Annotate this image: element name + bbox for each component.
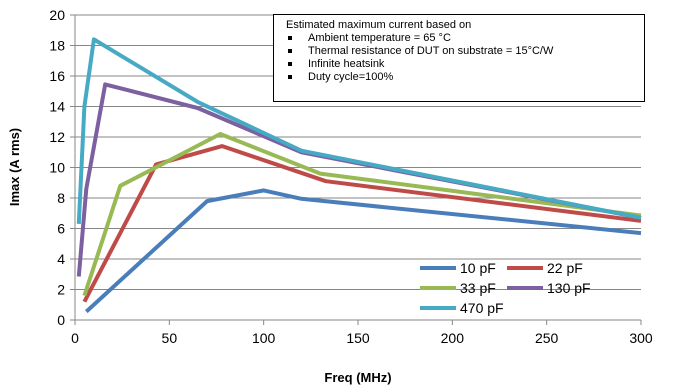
y-tick-label: 12: [49, 129, 65, 145]
series-line-33-pf: [82, 132, 642, 297]
y-tick-label: 4: [57, 251, 65, 267]
legend-item: 10 pF: [420, 260, 496, 276]
y-tick-label: 6: [57, 221, 65, 237]
annotation-item: Duty cycle=100%: [286, 71, 638, 84]
x-tick-label: 250: [535, 330, 559, 346]
y-tick-label: 2: [57, 282, 65, 298]
x-axis-title: Freq (MHz): [324, 370, 391, 385]
y-tick-labels: 0 2 4 6 8 10 12 14 16 18 20: [49, 7, 65, 328]
x-tick-label: 100: [252, 330, 276, 346]
annotation-item: Infinite heatsink: [286, 58, 638, 71]
legend-item: 130 pF: [507, 280, 591, 296]
annotation-box: Estimated maximum current based on Ambie…: [273, 14, 645, 102]
x-tick-labels: 0 50 100 150 200 250 300: [71, 330, 653, 346]
series-line-22-pf: [82, 144, 642, 303]
y-tick-label: 10: [49, 160, 65, 176]
axes: [70, 14, 642, 325]
y-tick-label: 20: [49, 7, 65, 23]
legend: 10 pF 22 pF 33 pF 130 pF 470 pF: [420, 260, 591, 316]
legend-item: 470 pF: [420, 300, 504, 316]
x-tick-label: 50: [162, 330, 178, 346]
legend-label: 10 pF: [460, 260, 496, 276]
x-tick-label: 0: [71, 330, 79, 346]
x-tick-label: 200: [441, 330, 465, 346]
legend-item: 33 pF: [420, 280, 496, 296]
series-lines: [76, 37, 642, 314]
annotation-item: Ambient temperature = 65 °C: [286, 32, 638, 45]
y-tick-label: 16: [49, 68, 65, 84]
x-tick-label: 150: [346, 330, 370, 346]
y-tick-label: 18: [49, 38, 65, 54]
series-line-470-pf: [76, 37, 642, 224]
legend-label: 22 pF: [547, 260, 583, 276]
x-tick-label: 300: [629, 330, 653, 346]
annotation-item: Thermal resistance of DUT on substrate =…: [286, 45, 638, 58]
y-tick-label: 8: [57, 190, 65, 206]
y-tick-label: 0: [57, 312, 65, 328]
legend-label: 33 pF: [460, 280, 496, 296]
annotation-list: Ambient temperature = 65 °C Thermal resi…: [286, 32, 638, 84]
annotation-heading: Estimated maximum current based on: [286, 19, 472, 31]
y-tick-label: 14: [49, 99, 65, 115]
series-line-10-pf: [84, 188, 642, 314]
legend-label: 470 pF: [460, 300, 504, 316]
y-axis-title: Imax (A rms): [7, 128, 22, 206]
legend-label: 130 pF: [547, 280, 591, 296]
legend-item: 22 pF: [507, 260, 583, 276]
